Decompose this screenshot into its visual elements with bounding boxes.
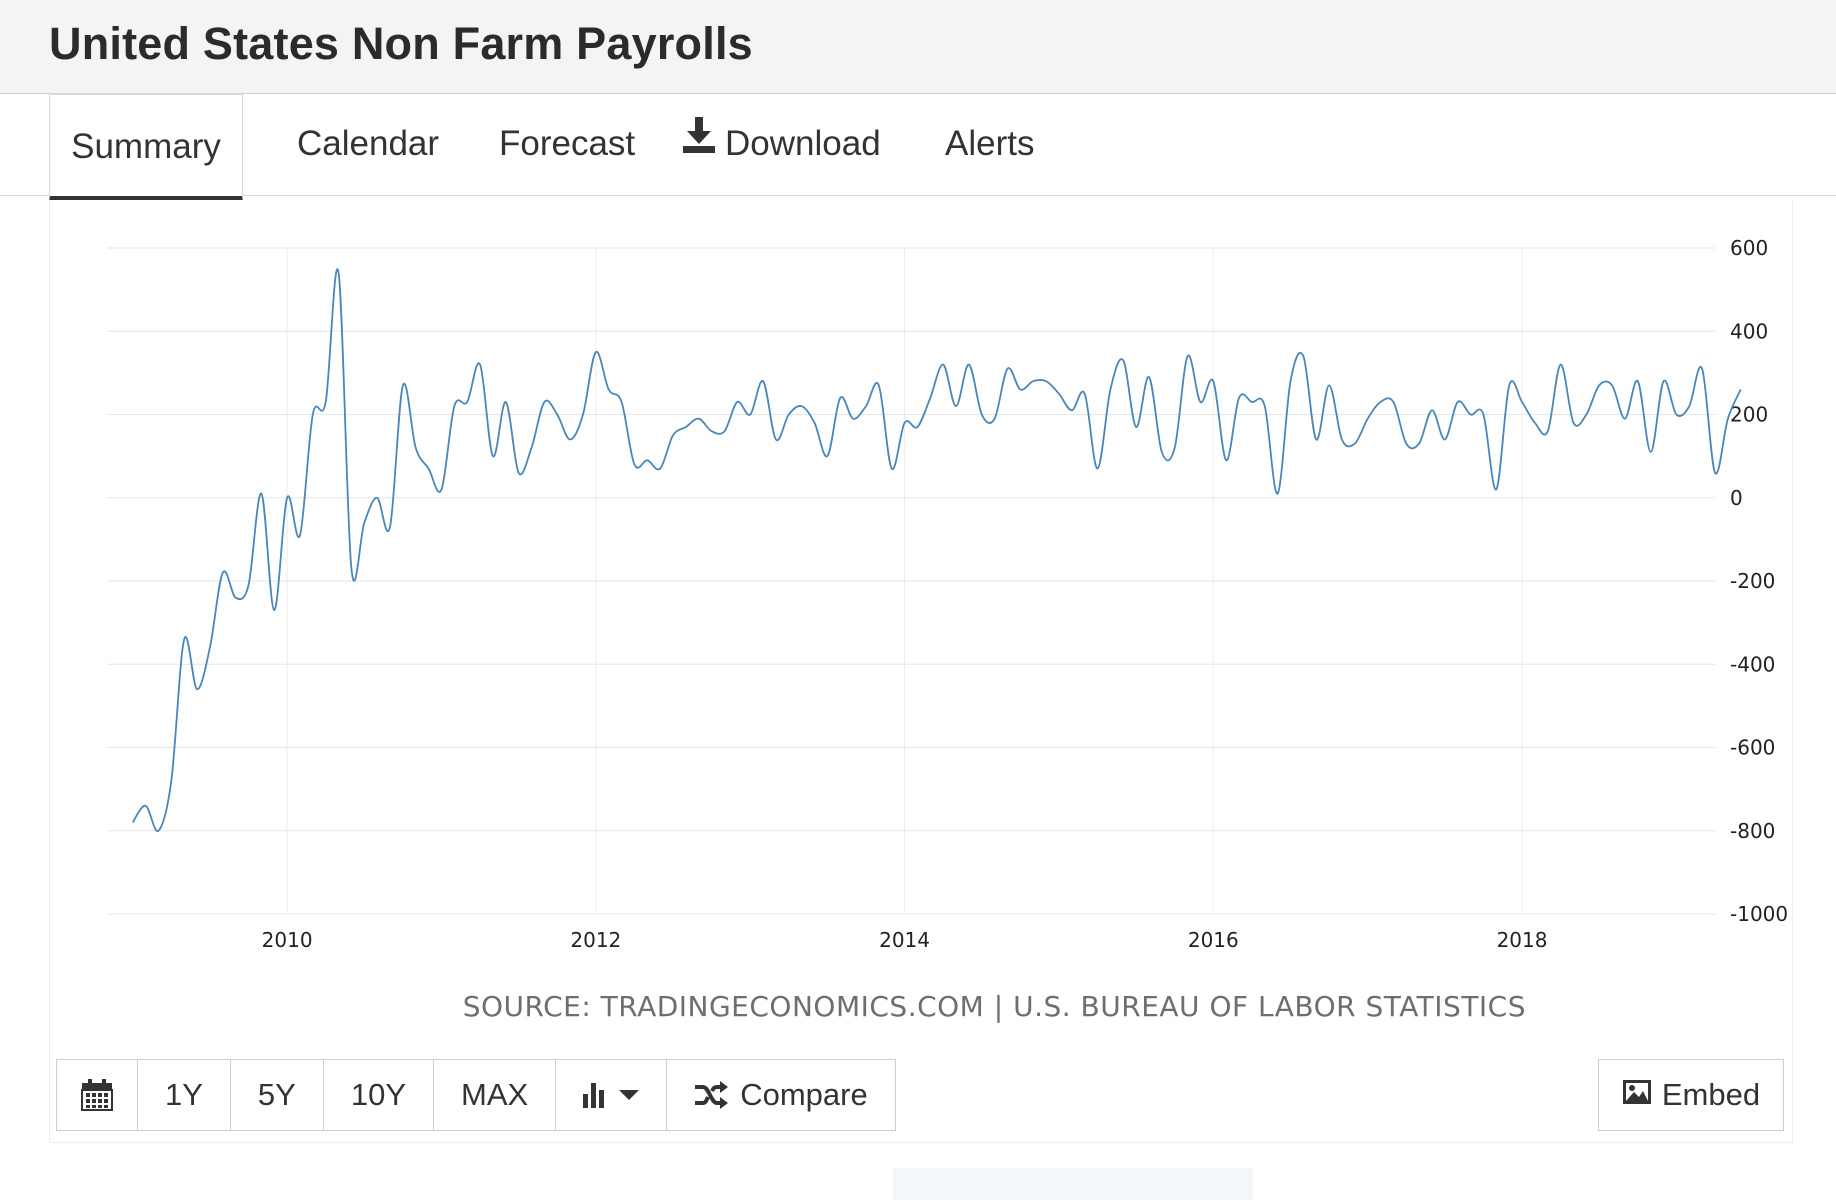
shuffle-icon bbox=[694, 1081, 729, 1109]
y-tick-label: -600 bbox=[1730, 736, 1775, 760]
y-tick-label: 600 bbox=[1730, 236, 1768, 260]
chart-toolbar: 1Y 5Y 10Y MAX Compare bbox=[56, 1059, 896, 1131]
range-max-button[interactable]: MAX bbox=[434, 1060, 557, 1130]
page-header: United States Non Farm Payrolls bbox=[0, 0, 1836, 94]
tab-forecast-label: Forecast bbox=[499, 124, 636, 163]
x-tick-label: 2014 bbox=[879, 928, 930, 952]
embed-button[interactable]: Embed bbox=[1598, 1059, 1784, 1131]
y-tick-label: -1000 bbox=[1730, 902, 1788, 926]
y-tick-label: -400 bbox=[1730, 652, 1775, 676]
x-tick-label: 2012 bbox=[570, 928, 621, 952]
tab-download-label: Download bbox=[725, 124, 881, 163]
page-title: United States Non Farm Payrolls bbox=[49, 18, 753, 69]
chart-panel: 600 400 200 0 -200 -400 -600 -800 -1000 2010 2012 2… bbox=[49, 200, 1793, 1200]
tab-bar: Summary Calendar Forecast Download Alert… bbox=[0, 94, 1836, 202]
range-5y-button[interactable]: 5Y bbox=[230, 1060, 324, 1130]
chart-type-button[interactable] bbox=[556, 1060, 668, 1130]
bar-chart-icon bbox=[583, 1081, 613, 1109]
tab-calendar[interactable]: Calendar bbox=[297, 94, 439, 194]
chart-source: SOURCE: TRADINGECONOMICS.COM | U.S. BURE… bbox=[462, 990, 1526, 1023]
calendar-button[interactable] bbox=[57, 1060, 138, 1130]
x-tick-label: 2018 bbox=[1497, 928, 1548, 952]
y-tick-label: -200 bbox=[1730, 569, 1775, 593]
tab-summary[interactable]: Summary bbox=[49, 94, 243, 202]
range-1y-button[interactable]: 1Y bbox=[138, 1060, 231, 1130]
tab-forecast[interactable]: Forecast bbox=[499, 94, 635, 194]
embed-label: Embed bbox=[1661, 1077, 1761, 1112]
y-tick-label: 0 bbox=[1730, 486, 1743, 510]
y-tick-label: 400 bbox=[1730, 319, 1768, 343]
x-tick-label: 2010 bbox=[262, 928, 313, 952]
y-tick-label: -800 bbox=[1730, 819, 1775, 843]
chart-watermark bbox=[893, 1168, 1253, 1200]
y-tick-label: 200 bbox=[1730, 403, 1768, 427]
tab-alerts-label: Alerts bbox=[945, 124, 1035, 163]
tab-download[interactable]: Download bbox=[683, 94, 881, 194]
calendar-icon bbox=[81, 1079, 113, 1111]
payrolls-chart: 600 400 200 0 -200 -400 -600 -800 -1000 2010 2012 2… bbox=[107, 236, 1788, 952]
tab-alerts[interactable]: Alerts bbox=[945, 94, 1034, 194]
chevron-down-icon bbox=[619, 1089, 640, 1101]
range-10y-button[interactable]: 10Y bbox=[323, 1060, 435, 1130]
image-icon bbox=[1622, 1077, 1662, 1113]
download-icon bbox=[683, 92, 715, 192]
tab-summary-label: Summary bbox=[71, 127, 221, 166]
compare-button[interactable]: Compare bbox=[667, 1060, 895, 1130]
tab-calendar-label: Calendar bbox=[297, 124, 440, 163]
compare-label: Compare bbox=[740, 1077, 868, 1112]
x-tick-label: 2016 bbox=[1188, 928, 1239, 952]
series-line bbox=[131, 268, 1742, 832]
